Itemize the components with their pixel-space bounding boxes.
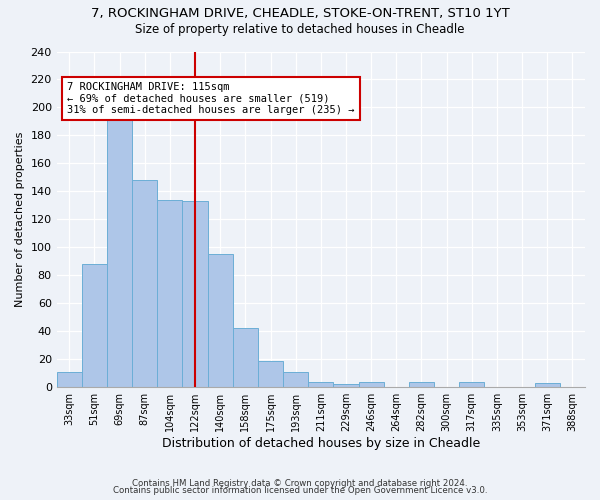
Text: Contains HM Land Registry data © Crown copyright and database right 2024.: Contains HM Land Registry data © Crown c… (132, 478, 468, 488)
Text: Contains public sector information licensed under the Open Government Licence v3: Contains public sector information licen… (113, 486, 487, 495)
Bar (182, 201, 208, 387)
Bar (359, 382, 384, 387)
Bar (56, 372, 82, 387)
Bar (157, 200, 182, 387)
X-axis label: Distribution of detached houses by size in Cheadle: Distribution of detached houses by size … (162, 437, 480, 450)
Text: 7 ROCKINGHAM DRIVE: 115sqm
← 69% of detached houses are smaller (519)
31% of sem: 7 ROCKINGHAM DRIVE: 115sqm ← 69% of deta… (67, 82, 355, 115)
Bar (334, 384, 359, 387)
Text: Size of property relative to detached houses in Cheadle: Size of property relative to detached ho… (135, 22, 465, 36)
Bar (308, 382, 334, 387)
Bar (233, 328, 258, 387)
Y-axis label: Number of detached properties: Number of detached properties (15, 132, 25, 307)
Bar (132, 180, 157, 387)
Bar (459, 382, 484, 387)
Bar (82, 264, 107, 387)
Text: 7, ROCKINGHAM DRIVE, CHEADLE, STOKE-ON-TRENT, ST10 1YT: 7, ROCKINGHAM DRIVE, CHEADLE, STOKE-ON-T… (91, 8, 509, 20)
Bar (535, 383, 560, 387)
Bar (208, 254, 233, 387)
Bar (409, 382, 434, 387)
Bar (258, 360, 283, 387)
Bar (107, 114, 132, 387)
Bar (283, 372, 308, 387)
